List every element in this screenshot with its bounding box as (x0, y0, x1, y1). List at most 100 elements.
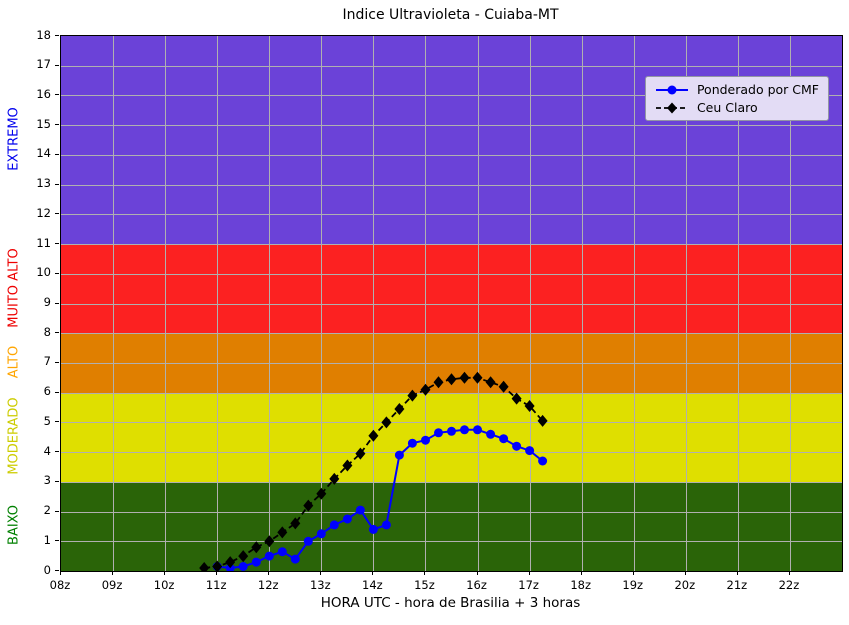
band-label-extremo: EXTREMO (6, 107, 22, 171)
x-axis-label: HORA UTC - hora de Brasilia + 3 horas (320, 595, 581, 611)
data-point-diamond (342, 459, 353, 472)
x-tick (112, 571, 114, 575)
data-point-diamond (420, 383, 431, 396)
x-tick-label: 15z (414, 578, 435, 592)
y-tick (55, 391, 59, 393)
y-tick-label: 17 (36, 57, 51, 72)
gridline-horizontal (61, 273, 842, 275)
legend-entry-ponderado: Ponderado por CMF (654, 82, 819, 97)
y-tick (55, 94, 59, 96)
series-ponderado-por-cmf (212, 425, 548, 571)
data-point-diamond (381, 416, 392, 429)
x-tick (424, 571, 426, 575)
data-point-diamond (225, 556, 236, 569)
gridline-horizontal (61, 333, 842, 335)
x-tick-label: 12z (257, 578, 279, 592)
y-tick (55, 570, 59, 571)
data-point-circle (434, 428, 443, 438)
band-label-moderado: MODERADO (6, 397, 22, 475)
data-point-circle (381, 520, 391, 530)
data-point-circle (303, 536, 313, 546)
y-tick-label: 10 (36, 265, 51, 280)
data-point-circle (447, 426, 456, 436)
data-point-diamond (433, 376, 444, 389)
data-point-circle (238, 562, 248, 571)
data-point-diamond (524, 400, 535, 412)
x-tick (684, 571, 686, 575)
data-point-circle (277, 547, 287, 557)
x-tick-label: 08z (49, 578, 71, 592)
gridline-horizontal (61, 362, 842, 364)
data-point-diamond (485, 376, 496, 389)
y-tick-label: 11 (36, 235, 51, 250)
x-tick (788, 571, 790, 575)
legend: Ponderado por CMF Ceu Claro (644, 76, 829, 121)
x-tick (736, 571, 738, 575)
x-tick-label: 17z (518, 578, 539, 592)
gridline-horizontal (61, 65, 842, 67)
data-point-circle (499, 434, 509, 444)
y-tick-label: 4 (43, 443, 51, 458)
y-tick-label: 6 (43, 384, 51, 399)
x-tick-label: 13z (309, 578, 331, 592)
y-tick-label: 12 (36, 205, 51, 220)
y-tick-label: 5 (43, 413, 51, 428)
data-point-diamond (212, 560, 223, 571)
data-point-circle (407, 438, 417, 448)
x-tick-label: 16z (466, 578, 487, 592)
gridline-horizontal (61, 452, 842, 454)
plot-area: Ponderado por CMF Ceu Claro (60, 35, 843, 572)
data-point-diamond (394, 403, 405, 415)
x-tick-label: 09z (101, 578, 123, 592)
y-tick-label: 14 (36, 146, 51, 161)
y-tick (55, 272, 59, 274)
legend-sample-ponderado-icon (655, 85, 688, 94)
band-label-muito-alto: MUITO ALTO (6, 247, 22, 328)
gridline-horizontal (61, 125, 842, 127)
y-tick (55, 361, 59, 363)
data-point-circle (512, 441, 522, 451)
data-point-diamond (446, 373, 457, 386)
x-tick-label: 14z (362, 578, 383, 592)
x-tick (268, 571, 270, 575)
y-tick-label: 18 (36, 27, 51, 42)
gridline-horizontal (61, 541, 842, 543)
data-point-diamond (264, 535, 275, 548)
data-point-diamond (407, 389, 418, 402)
y-tick-label: 7 (43, 354, 51, 369)
band-baixo (61, 481, 842, 571)
gridlines (61, 36, 842, 571)
data-point-circle (538, 456, 548, 466)
gridline-horizontal (61, 95, 842, 97)
data-point-diamond (199, 562, 210, 571)
data-point-diamond (303, 499, 314, 512)
data-point-circle (329, 520, 339, 530)
data-point-diamond (498, 380, 509, 393)
x-tick (320, 571, 322, 575)
band-muito-alto (61, 244, 842, 334)
gridline-horizontal (61, 214, 842, 216)
y-tick-label: 2 (43, 503, 51, 518)
x-tick-label: 19z (622, 578, 644, 592)
data-point-circle (342, 514, 352, 524)
legend-sample-ceu-claro-icon (655, 102, 688, 113)
x-tick (372, 571, 374, 575)
y-tick (55, 540, 59, 542)
x-tick (216, 571, 218, 575)
y-tick (55, 183, 59, 185)
y-tick-label: 8 (43, 324, 51, 339)
band-label-alto: ALTO (6, 345, 22, 379)
y-tick-label: 13 (36, 176, 51, 191)
y-tick (55, 421, 59, 423)
gridline-horizontal (61, 392, 842, 394)
gridline-horizontal (61, 422, 842, 424)
band-label-baixo: BAIXO (6, 505, 22, 546)
data-series-layer (199, 371, 548, 571)
data-point-diamond (290, 517, 301, 530)
x-tick-label: 18z (570, 578, 591, 592)
legend-entry-ceu-claro: Ceu Claro (654, 100, 819, 115)
y-tick-label: 15 (36, 116, 51, 131)
data-point-circle (264, 551, 274, 561)
data-point-circle (368, 524, 378, 534)
y-tick (55, 153, 59, 155)
